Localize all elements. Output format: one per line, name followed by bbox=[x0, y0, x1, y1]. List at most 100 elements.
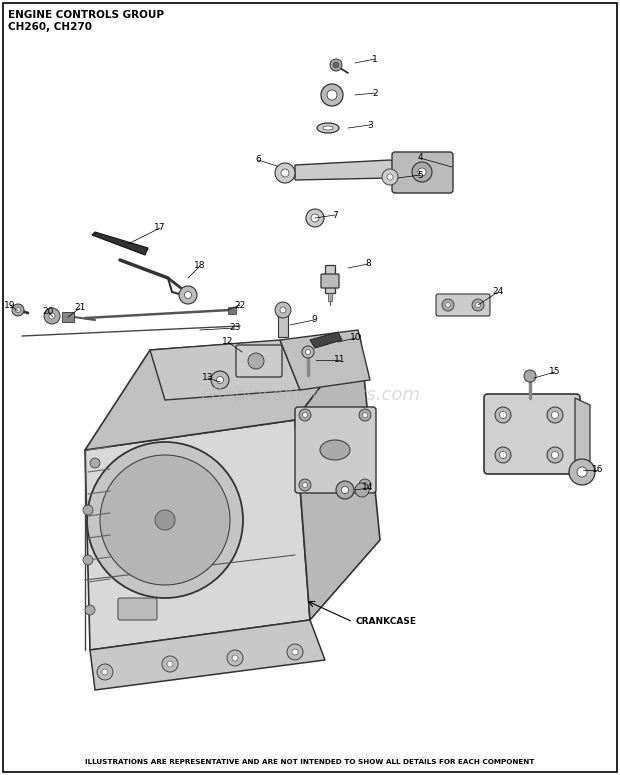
FancyBboxPatch shape bbox=[484, 394, 580, 474]
Circle shape bbox=[552, 452, 559, 459]
Circle shape bbox=[330, 59, 342, 71]
Bar bbox=[62, 312, 74, 322]
Circle shape bbox=[49, 313, 55, 319]
Text: CRANKCASE: CRANKCASE bbox=[355, 618, 416, 626]
Circle shape bbox=[569, 459, 595, 485]
Circle shape bbox=[547, 407, 563, 423]
Text: 12: 12 bbox=[223, 337, 234, 346]
FancyBboxPatch shape bbox=[392, 152, 453, 193]
Circle shape bbox=[87, 442, 243, 598]
Circle shape bbox=[547, 447, 563, 463]
Text: eReplacementParts.com: eReplacementParts.com bbox=[200, 386, 420, 404]
Circle shape bbox=[442, 299, 454, 311]
Circle shape bbox=[418, 168, 426, 176]
Circle shape bbox=[100, 455, 230, 585]
Circle shape bbox=[355, 483, 369, 497]
Circle shape bbox=[167, 661, 173, 667]
Text: 10: 10 bbox=[350, 333, 361, 343]
Circle shape bbox=[306, 209, 324, 227]
Circle shape bbox=[97, 664, 113, 680]
Text: 18: 18 bbox=[194, 261, 206, 270]
Circle shape bbox=[336, 481, 354, 499]
Text: 16: 16 bbox=[592, 466, 604, 474]
Polygon shape bbox=[85, 420, 310, 650]
Text: 6: 6 bbox=[255, 156, 261, 164]
Circle shape bbox=[299, 479, 311, 491]
Text: 21: 21 bbox=[74, 304, 86, 312]
Circle shape bbox=[287, 644, 303, 660]
Circle shape bbox=[524, 370, 536, 382]
FancyBboxPatch shape bbox=[436, 294, 490, 316]
Circle shape bbox=[227, 650, 243, 666]
Circle shape bbox=[179, 286, 197, 304]
Text: 5: 5 bbox=[417, 170, 423, 180]
Circle shape bbox=[303, 483, 308, 487]
Circle shape bbox=[577, 467, 587, 477]
Text: CH260, CH270: CH260, CH270 bbox=[8, 22, 92, 32]
FancyBboxPatch shape bbox=[321, 274, 339, 288]
Text: 24: 24 bbox=[492, 288, 503, 297]
Circle shape bbox=[211, 371, 229, 389]
Circle shape bbox=[412, 162, 432, 182]
Circle shape bbox=[359, 409, 371, 421]
Circle shape bbox=[44, 308, 60, 324]
Ellipse shape bbox=[323, 126, 333, 130]
Bar bbox=[328, 293, 332, 301]
Circle shape bbox=[363, 412, 368, 418]
Text: 20: 20 bbox=[42, 308, 54, 316]
Text: 17: 17 bbox=[154, 223, 166, 232]
Text: 9: 9 bbox=[311, 315, 317, 325]
Circle shape bbox=[382, 169, 398, 185]
Circle shape bbox=[327, 90, 337, 100]
Text: 4: 4 bbox=[417, 153, 423, 163]
Bar bbox=[325, 265, 335, 293]
Circle shape bbox=[495, 407, 511, 423]
Circle shape bbox=[83, 505, 93, 515]
Text: 23: 23 bbox=[229, 323, 241, 332]
Polygon shape bbox=[295, 335, 380, 620]
Text: 13: 13 bbox=[202, 374, 214, 383]
Text: 3: 3 bbox=[367, 120, 373, 129]
Circle shape bbox=[16, 308, 20, 312]
Polygon shape bbox=[310, 332, 342, 348]
Circle shape bbox=[12, 304, 24, 316]
Circle shape bbox=[85, 605, 95, 615]
Circle shape bbox=[275, 163, 295, 183]
Circle shape bbox=[302, 346, 314, 358]
Circle shape bbox=[162, 656, 178, 672]
Ellipse shape bbox=[320, 440, 350, 460]
Circle shape bbox=[342, 487, 348, 494]
Circle shape bbox=[500, 412, 507, 419]
Text: 1: 1 bbox=[372, 54, 378, 64]
Circle shape bbox=[232, 655, 238, 661]
Text: 19: 19 bbox=[4, 301, 16, 309]
Circle shape bbox=[333, 62, 339, 68]
Polygon shape bbox=[280, 330, 370, 390]
Polygon shape bbox=[295, 160, 415, 180]
Circle shape bbox=[216, 377, 223, 384]
Bar bbox=[278, 312, 288, 337]
Circle shape bbox=[363, 483, 368, 487]
Circle shape bbox=[275, 302, 291, 318]
Circle shape bbox=[155, 510, 175, 530]
Circle shape bbox=[446, 302, 451, 308]
Circle shape bbox=[359, 479, 371, 491]
Circle shape bbox=[387, 174, 393, 180]
Polygon shape bbox=[90, 620, 325, 690]
Circle shape bbox=[500, 452, 507, 459]
Circle shape bbox=[280, 307, 286, 313]
Text: 8: 8 bbox=[365, 260, 371, 268]
Circle shape bbox=[476, 302, 480, 308]
Text: ENGINE CONTROLS GROUP: ENGINE CONTROLS GROUP bbox=[8, 10, 164, 20]
Bar bbox=[228, 307, 236, 314]
FancyBboxPatch shape bbox=[295, 407, 376, 493]
Text: ILLUSTRATIONS ARE REPRESENTATIVE AND ARE NOT INTENDED TO SHOW ALL DETAILS FOR EA: ILLUSTRATIONS ARE REPRESENTATIVE AND ARE… bbox=[86, 759, 534, 765]
Text: 11: 11 bbox=[334, 356, 346, 364]
Text: 15: 15 bbox=[549, 367, 560, 377]
Circle shape bbox=[495, 447, 511, 463]
Text: 2: 2 bbox=[372, 88, 378, 98]
Circle shape bbox=[281, 169, 289, 177]
Circle shape bbox=[248, 353, 264, 369]
FancyBboxPatch shape bbox=[118, 598, 157, 620]
Polygon shape bbox=[85, 335, 360, 450]
